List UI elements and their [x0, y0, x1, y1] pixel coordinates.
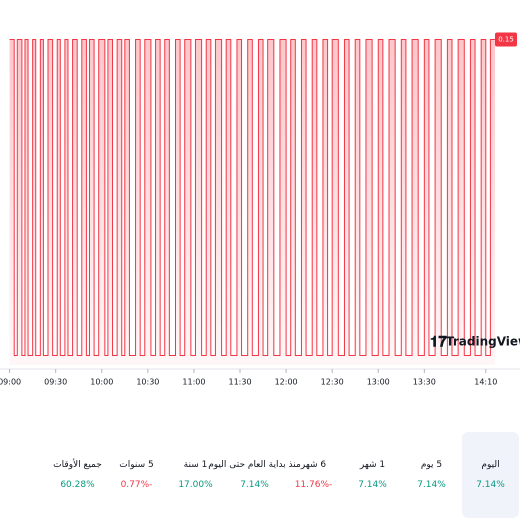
last-value-badge — [495, 32, 517, 47]
price-line — [9, 38, 495, 357]
tab-label: 5 سنوات — [119, 460, 154, 470]
tab-change: 7.14% — [240, 480, 269, 490]
chart: 09:00 09:30 10:00 10:30 11:00 11:30 12:00 12:30… — [0, 32, 520, 387]
tab-label: اليوم — [481, 460, 500, 470]
tab-change: 0.77%- — [120, 480, 153, 490]
x-tick-label: 11:30 — [228, 378, 251, 387]
x-tick-label: 09:00 — [0, 378, 21, 387]
watermark: 𝟏𝟕 TradingView — [430, 333, 520, 351]
x-tick-label: 10:30 — [136, 378, 159, 387]
tab-change: 17.00% — [178, 480, 213, 490]
tab-change: 7.14% — [358, 480, 387, 490]
logo-mark: 𝟏𝟕 — [430, 333, 447, 351]
tab-label: 1 سنة — [183, 460, 208, 470]
x-tick-label: 13:00 — [367, 378, 390, 387]
period-tabs: اليوم 7.14% 5 يوم 7.14% 1 شهر 7.14% 6 شهر 11.76… — [0, 432, 520, 518]
period-tab[interactable]: 1 شهر 7.14% — [344, 432, 401, 518]
tab-label: 1 شهر — [359, 460, 386, 470]
period-tab[interactable]: اليوم 7.14% — [462, 432, 519, 518]
period-tab[interactable]: 5 يوم 7.14% — [403, 432, 460, 518]
x-tick-label: 12:00 — [275, 378, 298, 387]
tab-label: جميع الأوقات — [53, 460, 102, 470]
period-tab[interactable]: 6 شهر 11.76%- — [285, 432, 342, 518]
x-tick-label: 09:30 — [44, 378, 67, 387]
period-tab[interactable]: 5 سنوات 0.77%- — [108, 432, 165, 518]
period-tab[interactable]: منذ بداية العام حتى اليوم 7.14% — [208, 432, 301, 518]
tab-label: 5 يوم — [420, 460, 443, 470]
x-tick-label: 13:30 — [413, 378, 436, 387]
period-tab[interactable]: 1 سنة 17.00% — [167, 432, 224, 518]
tab-label: 6 شهر — [300, 460, 327, 470]
tab-change: 7.14% — [417, 480, 446, 490]
tab-change: 7.14% — [476, 480, 505, 490]
watermark-text: TradingView — [446, 335, 520, 349]
x-tick-label: 12:30 — [321, 378, 344, 387]
last-value-label: 0.15 — [498, 35, 514, 43]
x-tick-label: 10:00 — [90, 378, 113, 387]
period-tab[interactable]: جميع الأوقات 60.28% — [49, 432, 106, 518]
tab-change: 11.76%- — [294, 480, 333, 490]
tab-change: 60.28% — [60, 480, 95, 490]
tab-label: منذ بداية العام حتى اليوم — [208, 460, 301, 470]
x-tick-label: 14:10 — [474, 378, 497, 387]
x-tick-label: 11:00 — [182, 378, 205, 387]
